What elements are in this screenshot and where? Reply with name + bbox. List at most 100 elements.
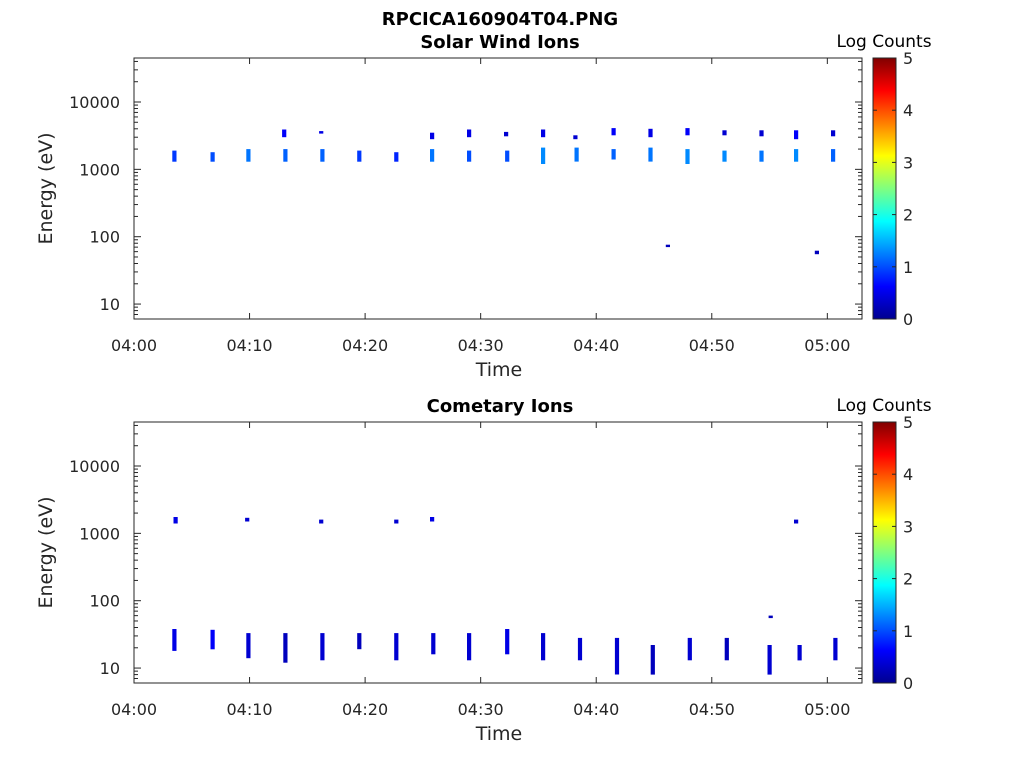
colorbar-tick-label: 2 xyxy=(903,206,913,225)
colorbar xyxy=(872,421,897,684)
heatmap-cell xyxy=(319,131,324,134)
colorbar-tick-label: 3 xyxy=(903,153,913,172)
plot-area xyxy=(134,422,862,683)
x-tick-label: 04:50 xyxy=(689,700,735,719)
colorbar-tick-label: 1 xyxy=(903,258,913,277)
y-tick-label: 10000 xyxy=(69,457,120,476)
heatmap-cell xyxy=(320,149,325,162)
heatmap-cell xyxy=(759,150,764,162)
x-tick-label: 04:10 xyxy=(227,700,273,719)
heatmap-cell xyxy=(611,128,616,136)
heatmap-cell xyxy=(768,615,773,619)
x-tick-label: 04:20 xyxy=(342,336,388,355)
y-tick-label: 1000 xyxy=(79,160,120,179)
heatmap-cell xyxy=(245,517,250,522)
colorbar xyxy=(872,57,897,320)
heatmap-cell xyxy=(685,149,690,164)
x-tick-label: 04:30 xyxy=(458,336,504,355)
y-axis-label: Energy (eV) xyxy=(35,132,57,244)
heatmap-cell xyxy=(577,637,583,661)
x-tick-label: 05:00 xyxy=(804,336,850,355)
figure-title: RPCICA160904T04.PNG xyxy=(382,9,618,30)
heatmap-cell xyxy=(210,629,215,650)
heatmap-cell xyxy=(831,130,836,137)
heatmap-cell xyxy=(430,517,435,522)
colorbar-tick-label: 5 xyxy=(903,49,913,68)
heatmap-cell xyxy=(430,132,435,140)
colorbar-tick-label: 4 xyxy=(903,101,913,120)
heatmap-cell xyxy=(574,147,579,162)
x-tick-label: 04:10 xyxy=(227,336,273,355)
heatmap-cell xyxy=(794,149,799,162)
heatmap-cell xyxy=(172,629,177,651)
heatmap-cell xyxy=(648,128,653,138)
heatmap-cell xyxy=(505,150,510,162)
heatmap-cell xyxy=(505,629,510,655)
heatmap-cell xyxy=(357,633,362,650)
heatmap-cell xyxy=(246,633,251,659)
heatmap-cell xyxy=(650,645,655,675)
colorbar-tick-label: 0 xyxy=(903,310,913,329)
axes-frame xyxy=(133,57,863,320)
heatmap-cell xyxy=(541,129,546,138)
heatmap-cell xyxy=(614,637,620,675)
heatmap-cell xyxy=(246,149,251,162)
heatmap-cell xyxy=(611,149,616,160)
heatmap-cell xyxy=(797,645,802,661)
heatmap-cell xyxy=(283,633,288,663)
colorbar-tick-label: 3 xyxy=(903,517,913,536)
colorbar-tick-label: 2 xyxy=(903,570,913,589)
heatmap-cell xyxy=(814,250,819,255)
heatmap-cell xyxy=(722,150,727,162)
heatmap-cell xyxy=(172,150,177,162)
heatmap-cell xyxy=(430,149,435,162)
panel-title: Solar Wind Ions xyxy=(420,32,579,53)
heatmap-cell xyxy=(467,129,472,138)
heatmap-cell xyxy=(722,130,727,136)
heatmap-cell xyxy=(794,519,799,524)
heatmap-cell xyxy=(394,633,399,661)
heatmap-cell xyxy=(541,633,546,661)
axes-frame xyxy=(133,421,863,684)
heatmap-cell xyxy=(685,128,690,136)
y-tick-label: 10000 xyxy=(69,93,120,112)
heatmap-cell xyxy=(282,129,287,138)
heatmap-cell xyxy=(573,135,578,140)
x-tick-label: 04:30 xyxy=(458,700,504,719)
x-axis-label: Time xyxy=(475,359,523,381)
heatmap-cell xyxy=(648,147,653,162)
colorbar-tick-label: 0 xyxy=(903,674,913,693)
plot-area xyxy=(134,58,862,319)
heatmap-cell xyxy=(687,637,692,661)
heatmap-cell xyxy=(831,149,836,162)
y-axis-label: Energy (eV) xyxy=(35,496,57,608)
x-axis-label: Time xyxy=(475,723,523,745)
x-tick-label: 04:00 xyxy=(111,700,157,719)
y-tick-label: 10 xyxy=(100,295,120,314)
heatmap-cell xyxy=(319,519,324,524)
x-tick-label: 04:20 xyxy=(342,700,388,719)
y-tick-label: 100 xyxy=(89,228,120,247)
heatmap-cell xyxy=(665,244,670,248)
heatmap-cell xyxy=(320,633,325,661)
heatmap-cell xyxy=(394,519,399,524)
colorbar-tick-label: 4 xyxy=(903,465,913,484)
heatmap-cell xyxy=(210,152,215,162)
y-tick-label: 10 xyxy=(100,659,120,678)
heatmap-cell xyxy=(794,130,799,140)
panel-title: Cometary Ions xyxy=(427,396,574,417)
heatmap-cell xyxy=(431,633,436,655)
heatmap-cell xyxy=(173,517,178,524)
colorbar-tick-label: 5 xyxy=(903,413,913,432)
x-tick-label: 04:50 xyxy=(689,336,735,355)
colorbar-label: Log Counts xyxy=(836,396,931,416)
heatmap-cell xyxy=(833,637,838,661)
heatmap-cell xyxy=(394,152,399,162)
heatmap-cell xyxy=(541,147,546,164)
panel-solar-wind-ions: Solar Wind Ions 04:00 04:10 04:20 04:30 04:40… xyxy=(35,32,932,381)
y-tick-label: 100 xyxy=(89,592,120,611)
heatmap-cell xyxy=(724,637,729,661)
colorbar-label: Log Counts xyxy=(836,32,931,52)
